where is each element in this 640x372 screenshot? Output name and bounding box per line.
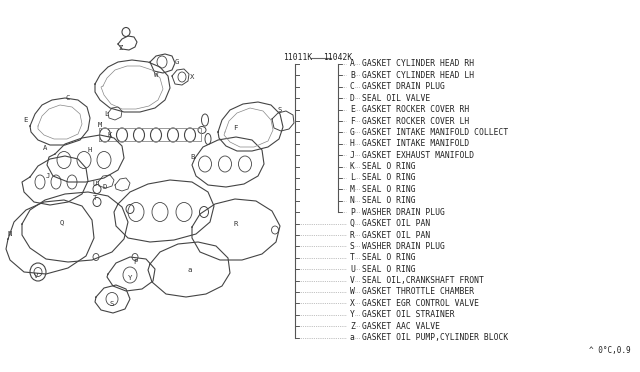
Text: a: a bbox=[350, 333, 355, 342]
Text: L: L bbox=[350, 173, 355, 183]
Text: SEAL OIL VALVE: SEAL OIL VALVE bbox=[362, 94, 430, 103]
Text: V: V bbox=[350, 276, 355, 285]
Text: 11042K: 11042K bbox=[323, 54, 353, 62]
Text: H: H bbox=[350, 139, 355, 148]
Text: SEAL O RING: SEAL O RING bbox=[362, 253, 415, 262]
Text: GASKET DRAIN PLUG: GASKET DRAIN PLUG bbox=[362, 82, 445, 91]
Text: GASKET THROTTLE CHAMBER: GASKET THROTTLE CHAMBER bbox=[362, 288, 474, 296]
Text: K: K bbox=[350, 162, 355, 171]
Text: J: J bbox=[46, 173, 50, 179]
Text: U: U bbox=[93, 181, 97, 187]
Text: T: T bbox=[93, 195, 97, 201]
Text: Y: Y bbox=[350, 310, 355, 319]
Text: GASKET OIL STRAINER: GASKET OIL STRAINER bbox=[362, 310, 454, 319]
Text: X: X bbox=[190, 74, 194, 80]
Text: N: N bbox=[8, 231, 12, 237]
Text: W: W bbox=[154, 72, 158, 78]
Text: WASHER DRAIN PLUG: WASHER DRAIN PLUG bbox=[362, 208, 445, 217]
Text: F: F bbox=[350, 116, 355, 125]
Text: ^ 0°C,0.9: ^ 0°C,0.9 bbox=[589, 346, 631, 355]
Text: GASKET CYLINDER HEAD LH: GASKET CYLINDER HEAD LH bbox=[362, 71, 474, 80]
Text: E: E bbox=[23, 117, 27, 123]
Text: GASKET EXHAUST MANIFOLD: GASKET EXHAUST MANIFOLD bbox=[362, 151, 474, 160]
Text: G: G bbox=[350, 128, 355, 137]
Text: B: B bbox=[191, 154, 195, 160]
Text: Z: Z bbox=[350, 322, 355, 331]
Text: GASKET AAC VALVE: GASKET AAC VALVE bbox=[362, 322, 440, 331]
Text: V: V bbox=[34, 273, 38, 279]
Text: P: P bbox=[350, 208, 355, 217]
Text: C: C bbox=[66, 95, 70, 101]
Text: GASKET INTAKE MANIFOLD COLLECT: GASKET INTAKE MANIFOLD COLLECT bbox=[362, 128, 508, 137]
Text: SEAL O RING: SEAL O RING bbox=[362, 162, 415, 171]
Text: L: L bbox=[104, 111, 108, 117]
Text: GASKET OIL PAN: GASKET OIL PAN bbox=[362, 219, 430, 228]
Text: Q: Q bbox=[350, 219, 355, 228]
Text: M: M bbox=[350, 185, 355, 194]
Text: R: R bbox=[350, 231, 355, 240]
Text: G: G bbox=[175, 59, 179, 65]
Text: Y: Y bbox=[128, 275, 132, 281]
Text: Z: Z bbox=[119, 45, 123, 51]
Text: SEAL O RING: SEAL O RING bbox=[362, 196, 415, 205]
Text: GASKET OIL PUMP,CYLINDER BLOCK: GASKET OIL PUMP,CYLINDER BLOCK bbox=[362, 333, 508, 342]
Text: B: B bbox=[350, 71, 355, 80]
Text: M: M bbox=[98, 122, 102, 128]
Text: A: A bbox=[350, 60, 355, 68]
Text: GASKET EGR CONTROL VALVE: GASKET EGR CONTROL VALVE bbox=[362, 299, 479, 308]
Text: GASKET ROCKER COVER RH: GASKET ROCKER COVER RH bbox=[362, 105, 469, 114]
Text: P: P bbox=[133, 259, 137, 265]
Text: a: a bbox=[188, 267, 192, 273]
Text: U: U bbox=[350, 265, 355, 274]
Text: N: N bbox=[350, 196, 355, 205]
Text: A: A bbox=[43, 145, 47, 151]
Text: Q: Q bbox=[60, 219, 64, 225]
Text: WASHER DRAIN PLUG: WASHER DRAIN PLUG bbox=[362, 242, 445, 251]
Text: GASKET INTAKE MANIFOLD: GASKET INTAKE MANIFOLD bbox=[362, 139, 469, 148]
Text: W: W bbox=[350, 288, 355, 296]
Text: SEAL O RING: SEAL O RING bbox=[362, 185, 415, 194]
Text: E: E bbox=[350, 105, 355, 114]
Text: SEAL O RING: SEAL O RING bbox=[362, 265, 415, 274]
Text: GASKET CYLINDER HEAD RH: GASKET CYLINDER HEAD RH bbox=[362, 60, 474, 68]
Text: GASKET OIL PAN: GASKET OIL PAN bbox=[362, 231, 430, 240]
Text: SEAL OIL,CRANKSHAFT FRONT: SEAL OIL,CRANKSHAFT FRONT bbox=[362, 276, 484, 285]
Text: S: S bbox=[278, 107, 282, 113]
Text: 11011K: 11011K bbox=[284, 54, 312, 62]
Text: GASKET ROCKER COVER LH: GASKET ROCKER COVER LH bbox=[362, 116, 469, 125]
Text: D: D bbox=[350, 94, 355, 103]
Text: D: D bbox=[103, 184, 107, 190]
Text: F: F bbox=[233, 125, 237, 131]
Text: SEAL O RING: SEAL O RING bbox=[362, 173, 415, 183]
Text: T: T bbox=[350, 253, 355, 262]
Text: S: S bbox=[350, 242, 355, 251]
Text: R: R bbox=[234, 221, 238, 227]
Text: X: X bbox=[350, 299, 355, 308]
Text: K: K bbox=[108, 132, 112, 138]
Text: J: J bbox=[350, 151, 355, 160]
Text: S: S bbox=[110, 301, 114, 307]
Text: C: C bbox=[350, 82, 355, 91]
Text: H: H bbox=[88, 147, 92, 153]
